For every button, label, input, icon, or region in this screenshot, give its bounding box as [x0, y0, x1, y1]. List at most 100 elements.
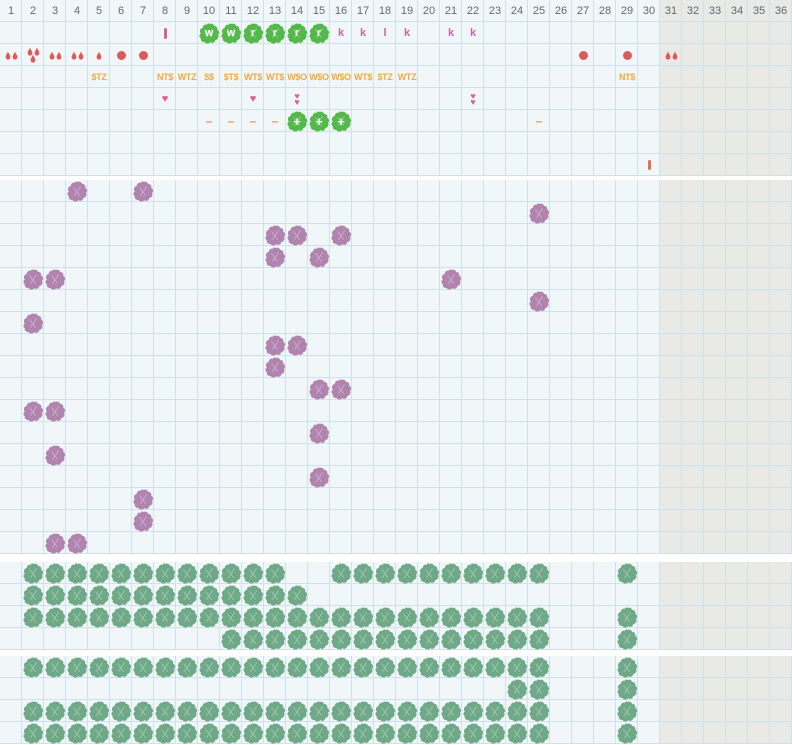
- green-plant-sprite[interactable]: [330, 722, 352, 744]
- green-plant-sprite[interactable]: [462, 606, 484, 628]
- plant-sprite-r[interactable]: r: [242, 22, 264, 44]
- green-plant-sprite[interactable]: [616, 656, 638, 678]
- green-plant-sprite[interactable]: [374, 562, 396, 584]
- green-plant-sprite[interactable]: [88, 584, 110, 606]
- green-plant-sprite[interactable]: [110, 656, 132, 678]
- green-plant-sprite[interactable]: [440, 722, 462, 744]
- green-plant-sprite[interactable]: [22, 656, 44, 678]
- green-plant-sprite[interactable]: [308, 722, 330, 744]
- schedule-code-label[interactable]: $TZ: [91, 72, 107, 82]
- schedule-code-label[interactable]: $T$: [223, 72, 239, 82]
- dash-marker[interactable]: –: [535, 114, 543, 128]
- purple-plant-sprite[interactable]: [44, 532, 66, 554]
- green-plant-sprite[interactable]: [286, 722, 308, 744]
- green-plant-sprite[interactable]: [396, 722, 418, 744]
- schedule-code-label[interactable]: WT$: [353, 72, 373, 82]
- purple-plant-sprite[interactable]: [264, 356, 286, 378]
- green-plant-sprite[interactable]: [88, 562, 110, 584]
- task-letter-marker[interactable]: l: [383, 27, 387, 39]
- green-plant-sprite[interactable]: [308, 656, 330, 678]
- green-plant-sprite[interactable]: [462, 562, 484, 584]
- plant-sprite-plus[interactable]: +: [330, 110, 352, 132]
- schedule-code-label[interactable]: WTZ: [397, 72, 417, 82]
- green-plant-sprite[interactable]: [506, 628, 528, 650]
- green-plant-sprite[interactable]: [88, 700, 110, 722]
- green-plant-sprite[interactable]: [264, 656, 286, 678]
- schedule-code-label[interactable]: $$: [204, 72, 214, 82]
- green-plant-sprite[interactable]: [198, 606, 220, 628]
- purple-plant-sprite[interactable]: [308, 422, 330, 444]
- green-plant-sprite[interactable]: [154, 562, 176, 584]
- purple-plant-sprite[interactable]: [44, 444, 66, 466]
- droplets-icon[interactable]: [22, 44, 44, 66]
- green-plant-sprite[interactable]: [132, 722, 154, 744]
- green-plant-sprite[interactable]: [286, 584, 308, 606]
- purple-plant-sprite[interactable]: [308, 378, 330, 400]
- schedule-code-label[interactable]: NT$: [618, 72, 636, 82]
- green-plant-sprite[interactable]: [616, 678, 638, 700]
- green-plant-sprite[interactable]: [352, 606, 374, 628]
- green-plant-sprite[interactable]: [220, 722, 242, 744]
- purple-plant-sprite[interactable]: [22, 312, 44, 334]
- green-plant-sprite[interactable]: [440, 628, 462, 650]
- schedule-code-label[interactable]: W$O: [309, 72, 329, 82]
- green-plant-sprite[interactable]: [264, 722, 286, 744]
- task-letter-marker[interactable]: k: [447, 27, 455, 39]
- green-plant-sprite[interactable]: [198, 722, 220, 744]
- green-plant-sprite[interactable]: [528, 722, 550, 744]
- green-plant-sprite[interactable]: [198, 656, 220, 678]
- green-plant-sprite[interactable]: [528, 678, 550, 700]
- green-plant-sprite[interactable]: [88, 722, 110, 744]
- green-plant-sprite[interactable]: [176, 584, 198, 606]
- green-plant-sprite[interactable]: [154, 606, 176, 628]
- green-plant-sprite[interactable]: [88, 606, 110, 628]
- green-plant-sprite[interactable]: [44, 656, 66, 678]
- green-plant-sprite[interactable]: [374, 606, 396, 628]
- green-plant-sprite[interactable]: [484, 562, 506, 584]
- green-plant-sprite[interactable]: [66, 562, 88, 584]
- heart-icon[interactable]: ♥: [161, 92, 169, 105]
- green-plant-sprite[interactable]: [242, 700, 264, 722]
- green-plant-sprite[interactable]: [352, 562, 374, 584]
- green-plant-sprite[interactable]: [506, 562, 528, 584]
- green-plant-sprite[interactable]: [506, 700, 528, 722]
- schedule-code-label[interactable]: WT$: [265, 72, 285, 82]
- green-plant-sprite[interactable]: [440, 700, 462, 722]
- purple-plant-sprite[interactable]: [308, 466, 330, 488]
- green-plant-sprite[interactable]: [154, 584, 176, 606]
- green-plant-sprite[interactable]: [242, 722, 264, 744]
- droplets-icon[interactable]: [44, 44, 66, 66]
- dot-icon[interactable]: [616, 44, 638, 66]
- green-plant-sprite[interactable]: [44, 584, 66, 606]
- pink-bar-marker[interactable]: [154, 22, 176, 44]
- green-plant-sprite[interactable]: [66, 656, 88, 678]
- green-plant-sprite[interactable]: [44, 606, 66, 628]
- purple-plant-sprite[interactable]: [286, 334, 308, 356]
- green-plant-sprite[interactable]: [418, 722, 440, 744]
- purple-plant-sprite[interactable]: [44, 400, 66, 422]
- schedule-code-label[interactable]: NT$: [156, 72, 174, 82]
- green-plant-sprite[interactable]: [44, 562, 66, 584]
- purple-plant-sprite[interactable]: [308, 246, 330, 268]
- dash-marker[interactable]: –: [227, 114, 235, 128]
- plant-sprite-r[interactable]: r: [308, 22, 330, 44]
- green-plant-sprite[interactable]: [374, 722, 396, 744]
- green-plant-sprite[interactable]: [528, 562, 550, 584]
- green-plant-sprite[interactable]: [462, 628, 484, 650]
- green-plant-sprite[interactable]: [330, 606, 352, 628]
- green-plant-sprite[interactable]: [242, 562, 264, 584]
- purple-plant-sprite[interactable]: [66, 532, 88, 554]
- green-plant-sprite[interactable]: [88, 656, 110, 678]
- double-heart-icon[interactable]: ♥ ♥: [294, 90, 300, 107]
- droplets-icon[interactable]: [660, 44, 682, 66]
- green-plant-sprite[interactable]: [374, 700, 396, 722]
- droplets-icon[interactable]: [0, 44, 22, 66]
- purple-plant-sprite[interactable]: [330, 378, 352, 400]
- green-plant-sprite[interactable]: [220, 606, 242, 628]
- green-plant-sprite[interactable]: [308, 606, 330, 628]
- green-plant-sprite[interactable]: [418, 606, 440, 628]
- green-plant-sprite[interactable]: [440, 656, 462, 678]
- green-plant-sprite[interactable]: [616, 562, 638, 584]
- green-plant-sprite[interactable]: [352, 628, 374, 650]
- green-plant-sprite[interactable]: [176, 700, 198, 722]
